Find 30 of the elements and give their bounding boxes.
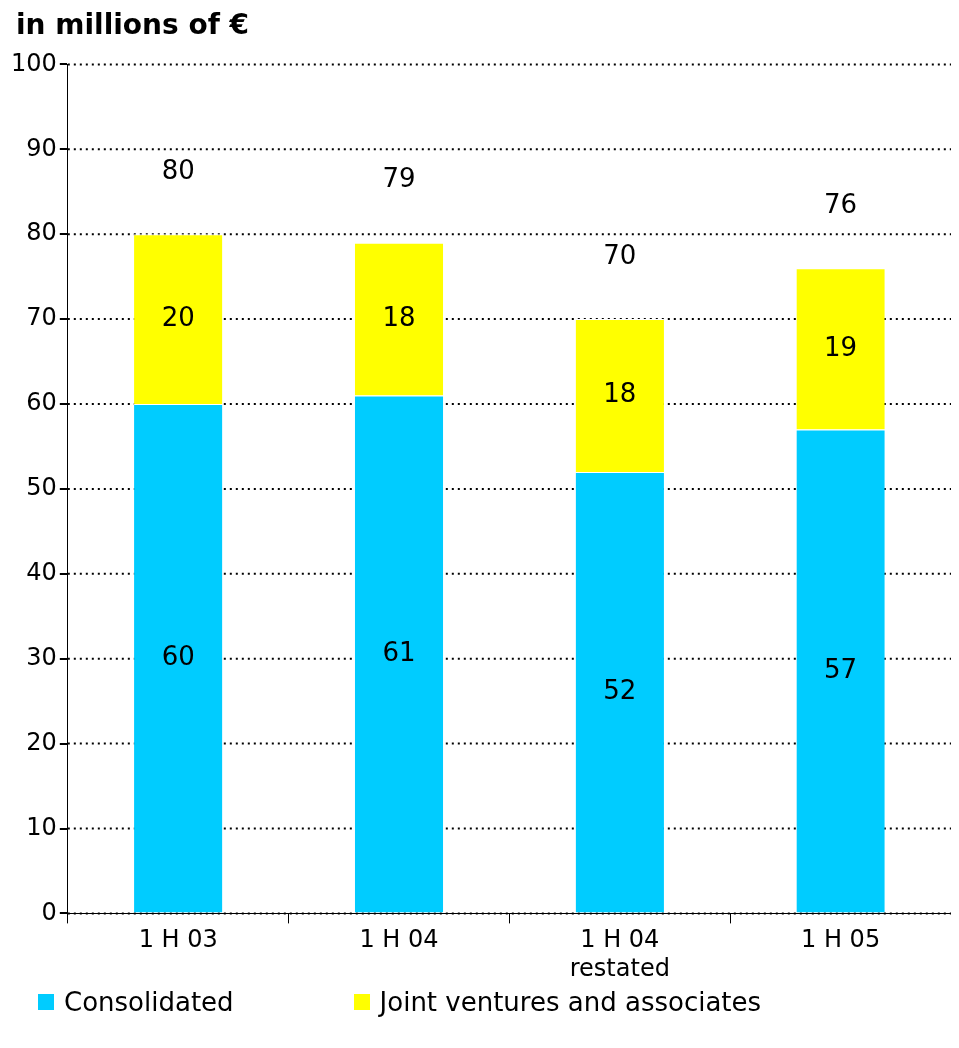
y-tick-label: 80: [26, 218, 57, 247]
y-tick-label: 30: [26, 642, 57, 671]
y-tick-label: 10: [26, 812, 57, 841]
chart-title: in millions of €: [16, 8, 251, 41]
data-label: 61: [382, 636, 416, 667]
data-label: 19: [824, 331, 858, 362]
total-label: 76: [824, 188, 858, 219]
y-tick-label: 70: [26, 303, 57, 332]
y-tick-label: 40: [26, 558, 57, 587]
x-tick-label: 1 H 03: [138, 925, 218, 954]
legend-label: Consolidated: [64, 987, 234, 1017]
total-label: 79: [382, 163, 416, 194]
x-tick-label: 1 H 05: [801, 925, 881, 954]
data-label: 60: [161, 640, 195, 671]
y-tick-label: 20: [26, 727, 57, 756]
y-tick-label: 90: [26, 133, 57, 162]
data-label: 52: [603, 674, 637, 705]
data-label: 20: [161, 301, 195, 332]
total-label: 80: [161, 154, 195, 185]
y-tick-label: 0: [41, 897, 57, 926]
data-label: 18: [603, 378, 637, 409]
data-label: 18: [382, 301, 416, 332]
data-label: 57: [824, 653, 858, 684]
total-label: 70: [603, 239, 637, 270]
y-tick-label: 100: [11, 48, 57, 77]
legend-label: Joint ventures and associates: [379, 987, 762, 1017]
x-tick-label: 1 H 04: [359, 925, 439, 954]
y-tick-label: 50: [26, 473, 57, 502]
x-tick-label: 1 H 04 restated: [569, 925, 670, 982]
y-tick-label: 60: [26, 388, 57, 417]
